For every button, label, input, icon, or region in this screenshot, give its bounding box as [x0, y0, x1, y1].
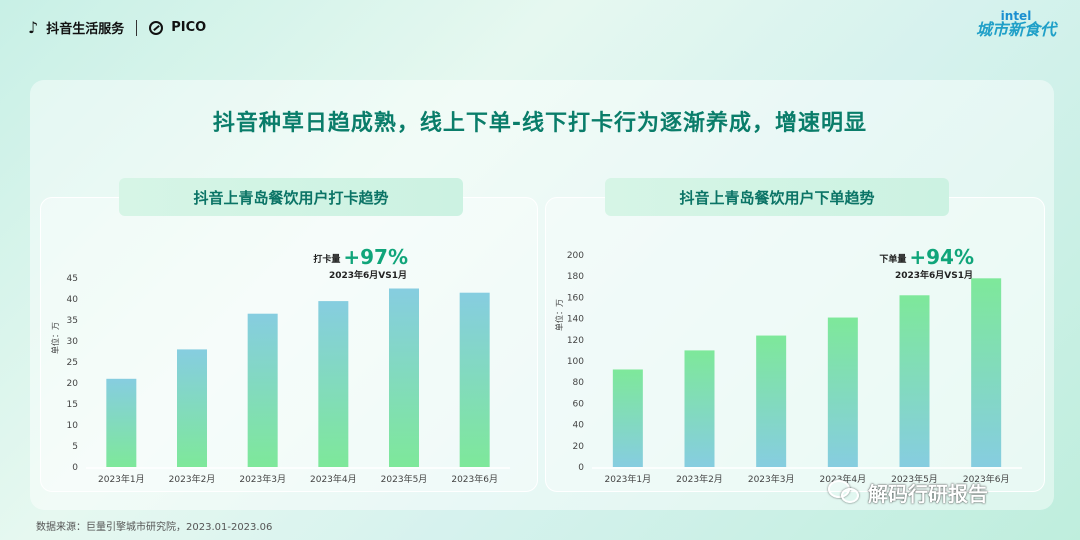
checkin-bar — [389, 288, 419, 467]
checkin-callout-sub: 2023年6月VS1月 — [329, 269, 407, 281]
chart-title-orders: 抖音上青岛餐饮用户下单趋势 — [605, 178, 949, 216]
douyin-icon: ♪ — [28, 18, 39, 37]
checkin-ytick-label: 35 — [67, 316, 78, 326]
orders-xtick-label: 2023年5月 — [891, 473, 938, 485]
watermark: 解码行研报告 — [828, 478, 988, 507]
checkin-xtick-label: 2023年4月 — [310, 473, 357, 485]
orders-callout-value: +94% — [909, 245, 974, 269]
orders-ytick-label: 80 — [573, 378, 585, 388]
checkin-xtick-label: 2023年3月 — [239, 473, 286, 485]
checkin-xtick-label: 2023年2月 — [169, 473, 216, 485]
watermark-text: 解码行研报告 — [868, 482, 988, 506]
orders-callout-label: 下单量 — [879, 253, 906, 265]
orders-bar — [684, 350, 715, 467]
intel-logo: intel — [1000, 9, 1032, 23]
orders-bar — [827, 317, 858, 467]
orders-bar — [612, 369, 643, 467]
orders-xtick-label: 2023年2月 — [676, 473, 723, 485]
orders-ytick-label: 140 — [567, 315, 584, 325]
checkin-ytick-label: 45 — [67, 274, 78, 284]
wechat-icon — [828, 479, 862, 506]
checkin-unit-label: 单位：万 — [50, 322, 60, 354]
orders-ytick-label: 160 — [567, 293, 584, 303]
orders-ytick-label: 20 — [573, 442, 585, 452]
orders-ytick-label: 60 — [573, 399, 585, 409]
pico-icon — [149, 20, 164, 35]
orders-xtick-label: 2023年6月 — [963, 473, 1010, 485]
checkin-ytick-label: 10 — [67, 421, 79, 431]
checkin-ytick-label: 30 — [67, 337, 79, 347]
orders-callout-sub: 2023年6月VS1月 — [895, 269, 973, 281]
checkin-ytick-label: 20 — [67, 379, 79, 389]
checkin-bar — [177, 349, 207, 467]
orders-ytick-label: 0 — [578, 463, 584, 473]
checkin-xtick-label: 2023年6月 — [451, 473, 498, 485]
orders-ytick-label: 120 — [567, 336, 584, 346]
orders-bar — [899, 295, 930, 467]
checkin-bar — [459, 292, 490, 467]
page-title: 抖音种草日趋成熟，线上下单-线下打卡行为逐渐养成，增速明显 — [212, 111, 868, 136]
checkin-callout-label: 打卡量 — [313, 253, 340, 265]
orders-ytick-label: 100 — [567, 357, 584, 367]
checkin-xtick-label: 2023年1月 — [98, 473, 145, 485]
campaign-logo: 城市新食代 — [975, 20, 1056, 39]
checkin-ytick-label: 40 — [67, 295, 79, 305]
brand-divider — [136, 19, 138, 36]
checkin-bar — [318, 301, 349, 467]
checkin-callout-value: +97% — [343, 245, 408, 269]
brand-left: ♪ 抖音生活服务 PICO — [28, 18, 206, 37]
checkin-bar — [106, 378, 137, 467]
checkin-ytick-label: 25 — [67, 358, 78, 368]
checkin-bar — [247, 313, 278, 467]
brand-pico-label: PICO — [171, 20, 207, 35]
checkin-ytick-label: 5 — [72, 442, 78, 452]
orders-bar — [971, 278, 1002, 467]
orders-ytick-label: 180 — [567, 272, 584, 282]
checkin-ytick-label: 0 — [72, 463, 78, 473]
orders-unit-label: 单位：万 — [554, 299, 564, 331]
brand-douyin-label: 抖音生活服务 — [46, 22, 125, 37]
orders-xtick-label: 2023年1月 — [605, 473, 652, 485]
orders-bar — [756, 335, 787, 467]
checkin-ytick-label: 15 — [67, 400, 78, 410]
checkin-xtick-label: 2023年5月 — [381, 473, 428, 485]
orders-ytick-label: 40 — [573, 421, 585, 431]
brand-right: intel 城市新食代 — [976, 10, 1056, 38]
orders-ytick-label: 200 — [567, 251, 584, 261]
orders-xtick-label: 2023年3月 — [748, 473, 795, 485]
chart-title-checkin: 抖音上青岛餐饮用户打卡趋势 — [119, 178, 463, 216]
data-source-note: 数据来源：巨量引擎城市研究院，2023.01-2023.06 — [36, 522, 273, 533]
